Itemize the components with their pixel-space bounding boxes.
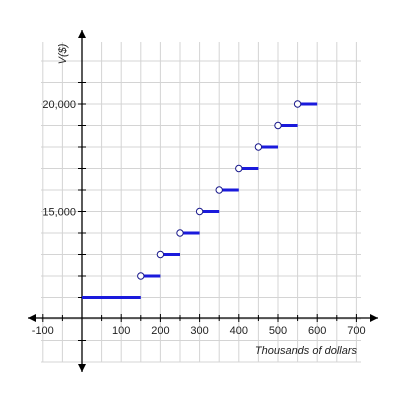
tick-labels: -100 100 200 300 400 500 600 700 15,000 20,000 (32, 99, 366, 337)
grid (41, 42, 361, 363)
open-circle-marker (293, 100, 302, 108)
x-axis-label: Thousands of dollars (255, 345, 358, 357)
x-tick-label: 100 (112, 325, 130, 337)
open-circle-marker (274, 121, 282, 130)
x-tick-label: -100 (32, 325, 54, 337)
y-axis-arrow-up (78, 30, 86, 38)
open-circle-marker (137, 272, 145, 280)
open-circle-marker (215, 186, 223, 194)
x-axis-arrow-right (370, 314, 378, 322)
y-tick-label: 15,000 (42, 207, 76, 219)
axes (28, 30, 378, 372)
y-axis-arrow-down (78, 364, 86, 372)
step-series (82, 100, 318, 299)
x-tick-label: 700 (347, 325, 365, 337)
x-tick-label: 500 (269, 325, 287, 337)
x-tick-label: 200 (151, 325, 169, 337)
y-tick-label: 20,000 (42, 99, 76, 111)
open-circle-marker (254, 143, 263, 151)
x-tick-label: 600 (308, 325, 326, 337)
x-tick-label: 400 (230, 325, 248, 337)
open-circle-marker (195, 207, 204, 216)
open-circle-marker (235, 164, 243, 173)
tick-marks (42, 82, 357, 341)
open-circle-marker (156, 250, 165, 259)
x-tick-label: 300 (190, 325, 208, 337)
open-circle-marker (176, 229, 184, 237)
x-axis-arrow-left (28, 314, 36, 322)
y-axis-label: V($) (57, 43, 69, 64)
